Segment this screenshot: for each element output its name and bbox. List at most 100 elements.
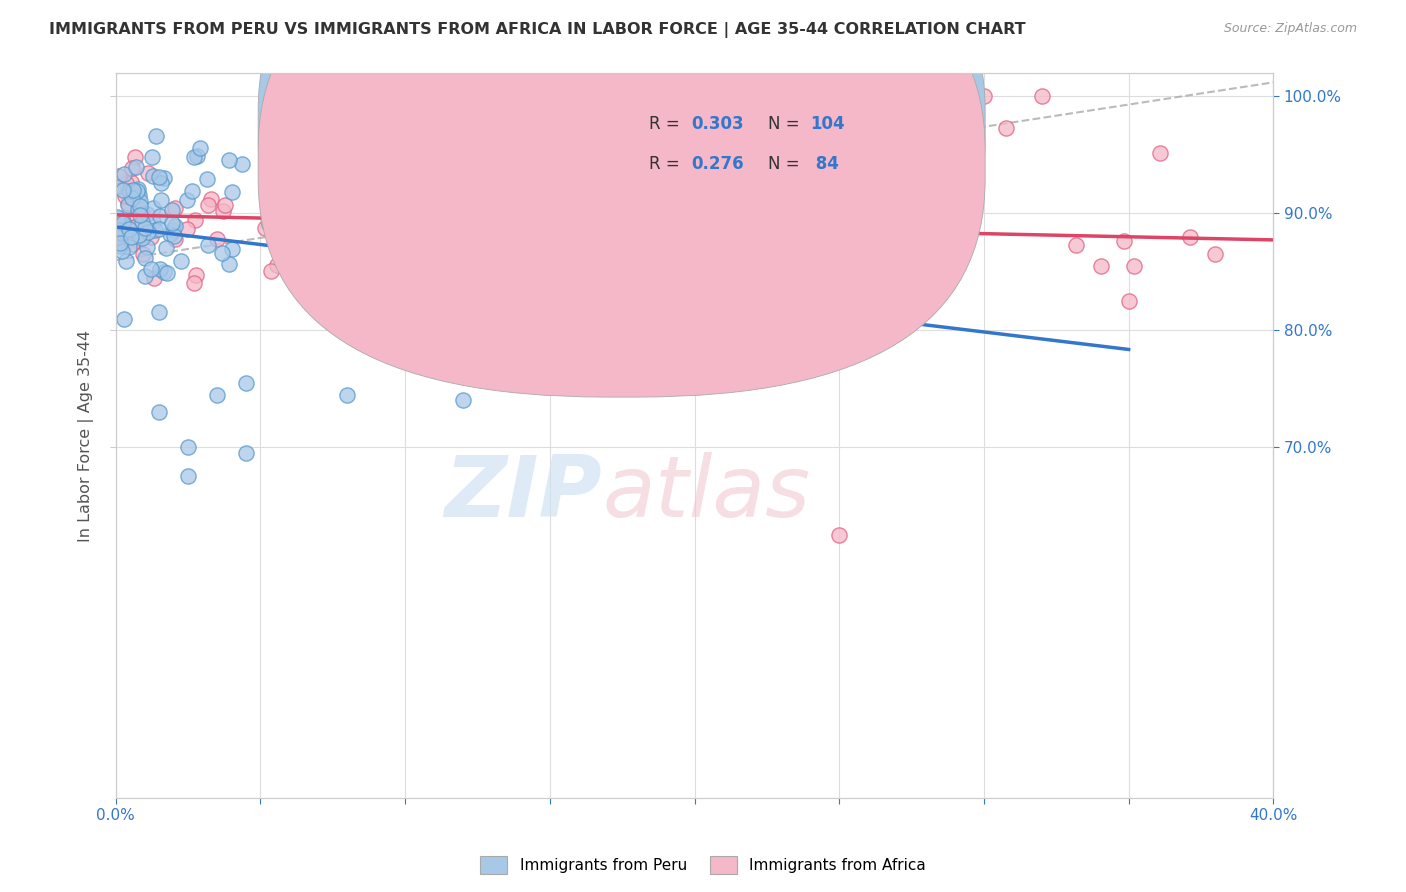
Point (235, 376, 257, 390)
FancyBboxPatch shape (591, 98, 908, 196)
Point (121, 237, 143, 252)
Point (575, 227, 598, 241)
Point (1178, 230, 1201, 244)
Point (110, 235, 132, 250)
Text: 0.276: 0.276 (692, 154, 744, 173)
Point (357, 210, 380, 224)
Point (124, 150, 146, 164)
Point (111, 215, 134, 229)
Point (142, 215, 165, 229)
Point (131, 231, 153, 245)
Point (519, 177, 541, 191)
Point (280, 179, 302, 194)
FancyBboxPatch shape (259, 0, 986, 397)
Point (1204, 247, 1226, 261)
Point (690, 227, 713, 241)
Point (134, 268, 156, 283)
Point (170, 254, 193, 268)
Point (110, 226, 132, 240)
Point (134, 251, 156, 265)
Point (858, 329, 880, 343)
Point (148, 222, 170, 236)
Point (768, 239, 790, 253)
Point (266, 259, 288, 273)
Legend: Immigrants from Peru, Immigrants from Africa: Immigrants from Peru, Immigrants from Af… (474, 850, 932, 880)
Text: ZIP: ZIP (444, 452, 602, 535)
Point (150, 177, 173, 191)
Point (128, 227, 150, 242)
Point (148, 169, 170, 184)
Point (105, 211, 128, 225)
Point (218, 257, 240, 271)
Point (260, 264, 283, 278)
Text: R =: R = (650, 115, 686, 133)
Point (797, 251, 820, 265)
Point (136, 207, 159, 221)
Point (176, 222, 198, 236)
Point (214, 197, 236, 211)
Point (176, 193, 198, 207)
Point (1031, 89, 1053, 103)
Point (506, 259, 529, 273)
Point (143, 223, 166, 237)
Point (152, 265, 174, 279)
Point (145, 128, 167, 143)
Point (889, 248, 911, 262)
Point (131, 215, 153, 229)
Point (127, 182, 149, 196)
Point (125, 209, 148, 223)
FancyBboxPatch shape (259, 0, 986, 358)
Point (184, 213, 207, 227)
Point (470, 124, 492, 138)
Point (221, 242, 243, 256)
Point (336, 387, 359, 401)
Point (221, 185, 243, 199)
Point (183, 277, 205, 291)
Point (150, 194, 173, 208)
Y-axis label: In Labor Force | Age 35-44: In Labor Force | Age 35-44 (79, 329, 94, 541)
Point (973, 89, 995, 103)
Point (205, 232, 228, 246)
Point (107, 229, 129, 244)
Point (143, 271, 166, 285)
Point (111, 244, 134, 258)
Point (948, 242, 970, 256)
Point (136, 240, 159, 254)
Point (873, 197, 896, 211)
Point (128, 199, 150, 213)
Point (122, 185, 145, 199)
Point (267, 186, 290, 201)
Point (128, 188, 150, 202)
Point (121, 191, 143, 205)
Point (128, 194, 150, 208)
Point (1118, 293, 1140, 308)
Point (148, 405, 170, 419)
Point (357, 192, 380, 206)
Point (148, 305, 170, 319)
Text: IMMIGRANTS FROM PERU VS IMMIGRANTS FROM AFRICA IN LABOR FORCE | AGE 35-44 CORREL: IMMIGRANTS FROM PERU VS IMMIGRANTS FROM … (49, 22, 1026, 38)
Point (785, 218, 807, 232)
Point (218, 153, 240, 168)
Point (111, 216, 134, 230)
Point (456, 290, 478, 304)
Point (121, 183, 143, 197)
Text: Source: ZipAtlas.com: Source: ZipAtlas.com (1223, 22, 1357, 36)
Point (297, 235, 319, 250)
Point (302, 227, 325, 242)
Point (883, 191, 905, 205)
Point (125, 160, 148, 174)
Point (121, 161, 143, 175)
Point (160, 216, 183, 230)
Point (105, 210, 128, 224)
Point (114, 176, 136, 190)
Text: atlas: atlas (602, 452, 810, 535)
Point (1149, 145, 1171, 160)
Point (152, 170, 174, 185)
Point (544, 158, 567, 172)
Point (118, 240, 141, 254)
Point (114, 189, 136, 203)
Point (118, 184, 141, 198)
Point (139, 230, 162, 244)
Point (156, 267, 179, 281)
Point (121, 175, 143, 189)
